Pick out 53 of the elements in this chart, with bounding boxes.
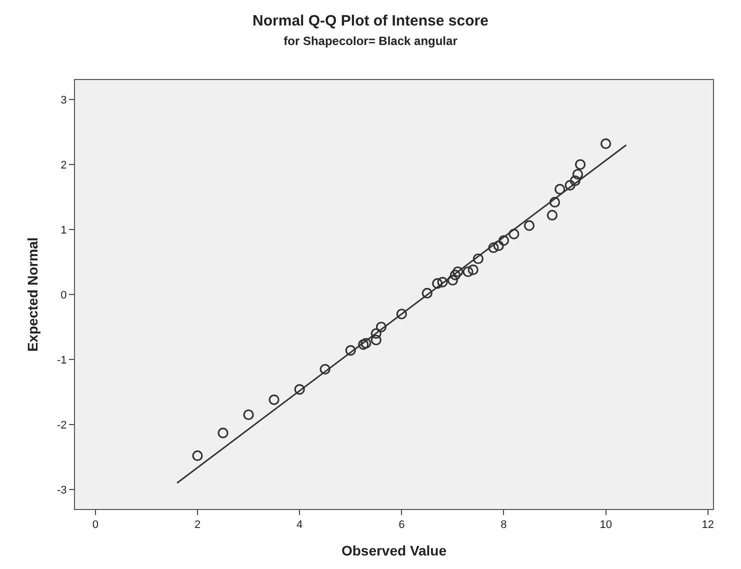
point: [570, 175, 580, 186]
point: [508, 228, 520, 240]
x-axis-title: Observed Value: [341, 542, 447, 558]
point: [192, 450, 203, 461]
point: [437, 276, 448, 288]
point: [452, 266, 464, 278]
point: [396, 308, 407, 320]
point: [498, 235, 510, 246]
x-tick-label: 6: [398, 519, 405, 532]
point: [294, 384, 305, 395]
point: [447, 274, 458, 286]
point: [546, 210, 558, 220]
x-tick-label: 4: [296, 519, 303, 532]
point: [462, 266, 474, 278]
y-tick-label: 1: [60, 224, 67, 236]
point: [572, 168, 584, 180]
x-tick-label: 12: [702, 519, 714, 532]
point: [488, 242, 499, 253]
x-tick-label: 10: [600, 519, 612, 532]
y-tick-label: -1: [57, 354, 67, 366]
point: [360, 338, 372, 349]
y-tick-label: -2: [57, 419, 67, 432]
point: [450, 270, 461, 280]
point: [243, 409, 254, 420]
y-tick-label: 0: [60, 289, 67, 302]
point: [600, 138, 612, 149]
y-tick-label: -3: [57, 484, 67, 496]
point: [524, 220, 535, 231]
x-tick-label: 8: [500, 519, 507, 532]
point: [493, 240, 504, 252]
point: [218, 428, 228, 438]
point: [549, 196, 560, 208]
point: [432, 278, 443, 289]
y-tick-label: 2: [60, 159, 67, 172]
point: [575, 159, 586, 170]
point: [564, 180, 576, 191]
chart-title: Normal Q-Q Plot of Intense score: [252, 12, 488, 30]
point: [345, 345, 356, 356]
y-tick-label: 3: [60, 94, 67, 106]
y-axis-title: Expected Normal: [24, 237, 41, 352]
point: [320, 364, 330, 375]
x-tick-label: 0: [92, 519, 98, 532]
point: [554, 184, 566, 194]
point: [370, 328, 382, 339]
point: [370, 334, 382, 346]
point: [472, 253, 484, 264]
point: [268, 394, 280, 406]
point: [422, 288, 432, 298]
chart-subtitle: for Shapecolor= Black angular: [284, 34, 458, 48]
x-tick-label: 2: [194, 519, 201, 532]
point: [468, 264, 478, 276]
point: [376, 322, 387, 332]
point: [358, 339, 369, 350]
